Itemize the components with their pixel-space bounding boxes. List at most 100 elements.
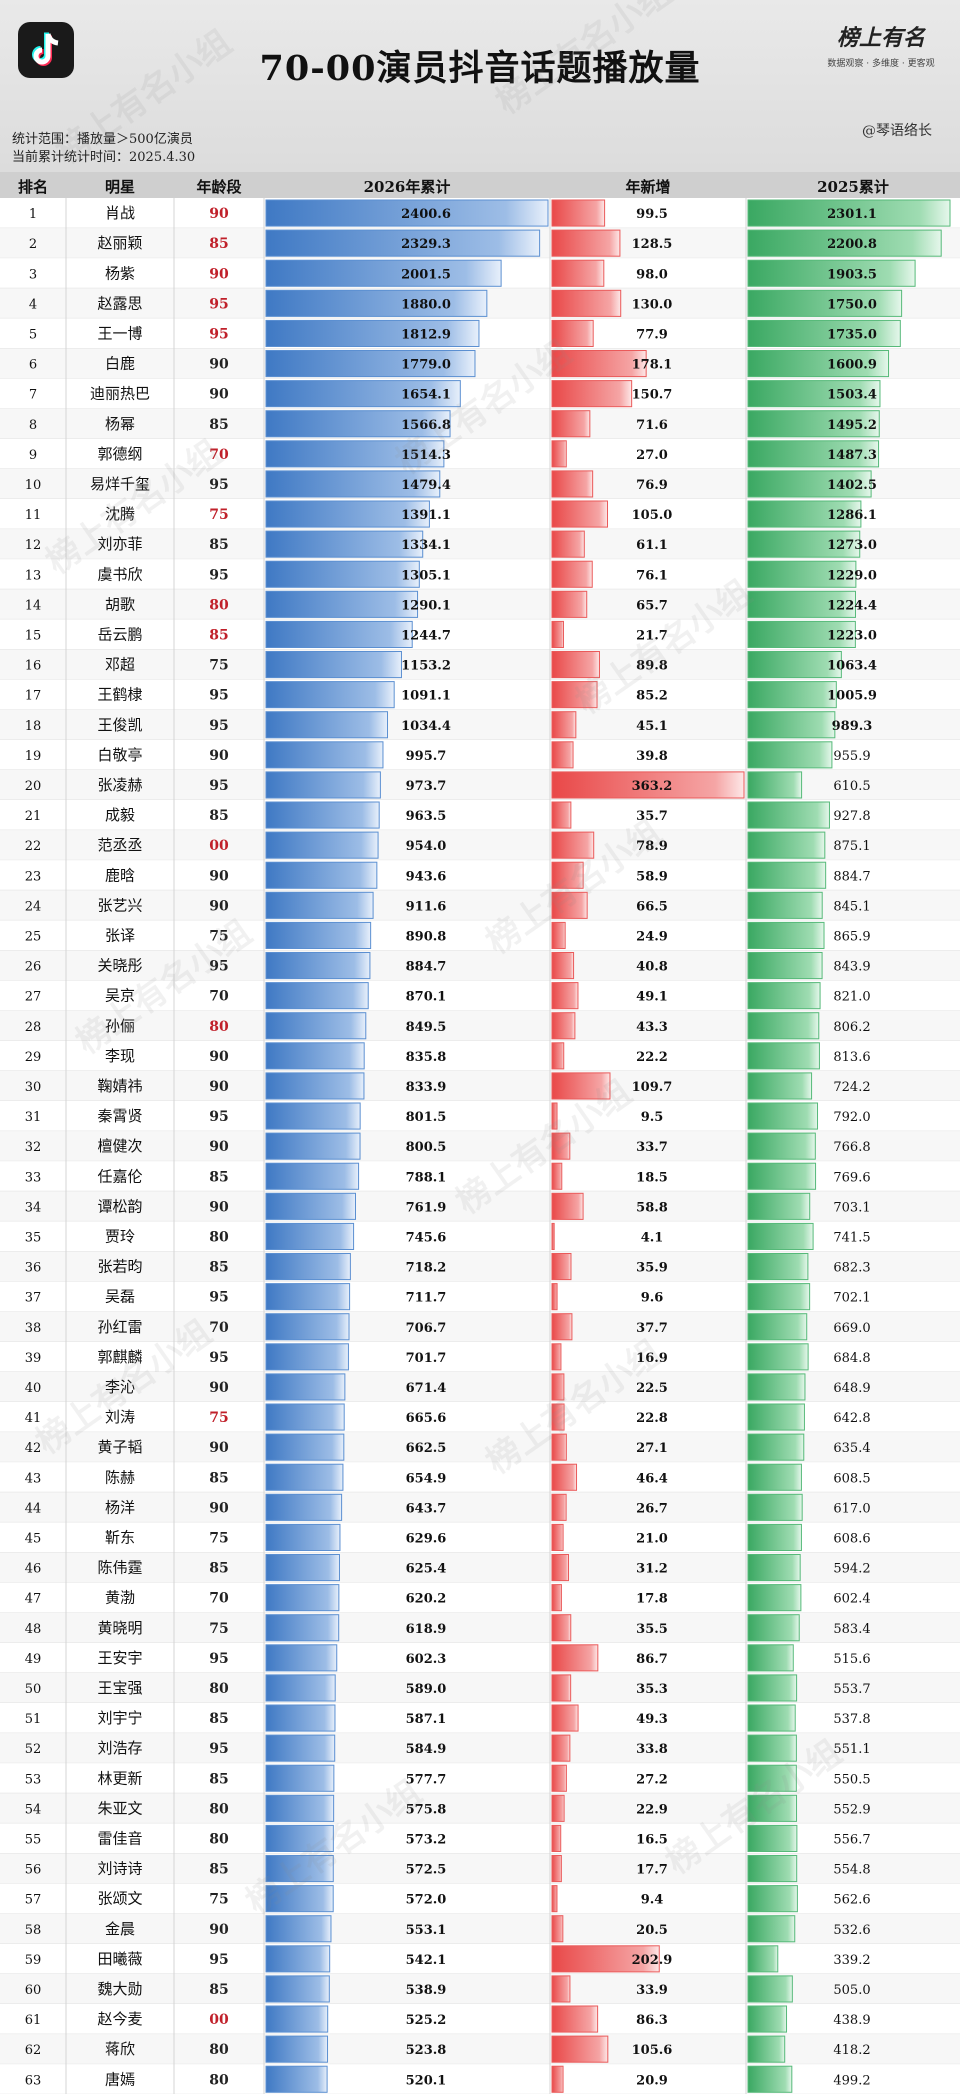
actor-name: 王宝强 [97,1679,142,1697]
age-group-label: 95 [209,778,228,794]
bar-total-2026 [265,1132,361,1160]
value-new: 77.9 [636,327,668,342]
age-group-label: 70 [209,447,229,463]
bar-total-2025 [747,410,880,438]
bar-total-2026 [265,1855,334,1883]
actor-name: 唐嫣 [105,2070,135,2088]
age-group-label: 90 [209,1380,229,1396]
bar-total-2026 [265,711,389,739]
table-row [0,1251,960,1282]
rank-label: 29 [25,1050,42,1065]
bar-total-2025 [747,380,881,408]
value-total-2026: 711.7 [406,1291,447,1306]
bar-new [551,861,584,889]
bar-total-2025 [747,952,823,980]
bar-new [551,590,588,618]
bar-new [551,1373,565,1401]
value-total-2026: 801.5 [406,1110,447,1125]
bar-new [551,651,600,679]
rank-label: 39 [25,1351,42,1366]
bar-total-2026 [265,681,395,709]
bar-total-2026 [265,350,476,378]
age-group-label: 70 [209,1591,229,1607]
value-total-2025: 1224.4 [827,598,877,613]
value-total-2026: 800.5 [406,1140,447,1155]
value-total-2025: 551.1 [833,1742,870,1757]
column-header-total-2026: 2026年累计 [363,178,451,196]
value-new: 39.8 [636,749,668,764]
bar-new [551,1493,567,1521]
bar-total-2025 [747,982,821,1010]
value-total-2025: 2301.1 [827,207,877,222]
age-group-label: 95 [209,296,228,312]
bar-new [551,380,633,408]
age-group-label: 70 [209,1320,229,1336]
age-group-label: 90 [209,1922,229,1938]
rank-label: 3 [29,267,37,282]
age-group-label: 90 [209,1440,229,1456]
bar-new [551,1885,558,1913]
table-row [0,1853,960,1884]
bar-total-2026 [265,1403,345,1431]
bar-total-2026 [265,1824,334,1853]
rank-label: 48 [25,1622,42,1637]
value-total-2026: 553.1 [406,1923,447,1938]
value-total-2026: 995.7 [406,749,447,764]
rank-label: 59 [25,1953,42,1968]
value-new: 105.0 [632,508,673,523]
value-total-2026: 542.1 [406,1953,447,1968]
value-new: 35.7 [636,809,668,824]
value-new: 20.5 [636,1923,668,1938]
bar-total-2025 [747,921,825,950]
age-group-label: 80 [209,2042,229,2058]
value-total-2025: 682.3 [833,1261,870,1276]
table-row [0,1672,960,1703]
bar-total-2025 [747,1704,796,1732]
actor-name: 刘浩存 [97,1739,142,1757]
value-total-2025: 741.5 [833,1230,870,1245]
rank-label: 61 [25,2013,42,2028]
bar-new [551,1283,558,1311]
table-row [0,1191,960,1222]
actor-name: 魏大勋 [97,1980,142,1998]
bar-total-2026 [265,1734,336,1762]
actor-name: 沈腾 [105,505,135,523]
value-new: 33.7 [636,1140,668,1155]
value-total-2026: 665.6 [406,1411,447,1426]
bar-total-2026 [265,1162,360,1190]
age-group-label: 90 [209,266,229,282]
value-total-2026: 973.7 [406,779,447,794]
value-total-2026: 890.8 [406,929,447,944]
value-total-2026: 1153.2 [401,659,451,674]
age-group-label: 95 [209,1651,228,1667]
value-total-2025: 608.5 [833,1471,870,1486]
value-total-2025: 602.4 [833,1592,870,1607]
rank-label: 25 [25,929,42,944]
rank-label: 55 [25,1832,42,1847]
value-total-2025: 532.6 [833,1923,870,1938]
rank-label: 22 [25,839,42,854]
value-new: 43.3 [636,1020,668,1035]
rank-label: 49 [25,1652,42,1667]
actor-name: 赵露思 [97,294,142,312]
table-row [0,1883,960,1914]
bar-new [551,1644,599,1672]
value-total-2026: 911.6 [406,899,447,914]
value-total-2025: 594.2 [833,1562,870,1577]
bar-total-2026 [265,1042,365,1070]
table-row [0,1522,960,1553]
bar-new [551,530,585,558]
age-group-label: 80 [209,597,229,613]
age-group-label: 80 [209,1801,229,1817]
rank-label: 58 [25,1923,42,1938]
value-total-2025: 1223.0 [827,628,877,643]
value-new: 27.2 [636,1772,668,1787]
age-group-label: 95 [209,477,228,493]
rank-label: 2 [29,237,37,252]
value-total-2025: 989.3 [832,719,873,734]
bar-new [551,1945,660,1973]
bar-total-2026 [265,1945,331,1973]
value-new: 98.0 [636,267,668,282]
bar-total-2025 [747,319,901,348]
bar-total-2026 [265,1584,340,1612]
